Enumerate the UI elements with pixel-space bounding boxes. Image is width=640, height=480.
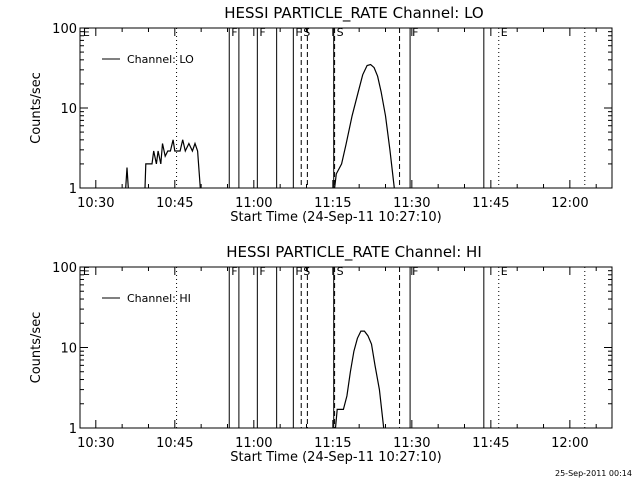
flag-label: F <box>231 26 237 39</box>
series-line <box>144 139 201 189</box>
x-axis-label: Start Time (24-Sep-11 10:27:10) <box>230 450 441 465</box>
y-tick-label: 100 <box>52 261 77 276</box>
flag-label: F <box>412 26 418 39</box>
flag-label: S <box>337 265 344 278</box>
x-tick-label: 11:45 <box>472 196 509 211</box>
series-line <box>334 63 395 189</box>
series-line <box>125 167 129 189</box>
plot-frame <box>79 27 613 189</box>
legend-label: Channel: LO <box>127 53 194 66</box>
x-tick-label: 10:45 <box>156 196 193 211</box>
y-tick-label: 10 <box>60 102 77 117</box>
y-tick-label: 1 <box>69 182 77 197</box>
flag-label: F <box>412 265 418 278</box>
flag-label: F <box>259 265 265 278</box>
flag-label: S <box>303 265 310 278</box>
timestamp-footer: 25-Sep-2011 00:14 <box>555 469 632 478</box>
y-tick-label: 100 <box>52 22 77 37</box>
panel-channel-hi: HESSI PARTICLE_RATE Channel: HIE F F F S S F E1… <box>29 243 613 465</box>
chart-title: HESSI PARTICLE_RATE Channel: HI <box>226 243 482 262</box>
flag-label: S <box>337 26 344 39</box>
x-tick-label: 11:00 <box>235 436 272 451</box>
flag-label: E <box>83 265 90 278</box>
series-line <box>334 330 385 429</box>
chart-title: HESSI PARTICLE_RATE Channel: LO <box>224 4 483 23</box>
panel-channel-lo: HESSI PARTICLE_RATE Channel: LOE F F F S S F E1… <box>29 4 613 225</box>
flag-label: F <box>231 265 237 278</box>
flag-label: S <box>303 26 310 39</box>
x-tick-label: 12:00 <box>551 196 588 211</box>
flag-label: F <box>295 265 301 278</box>
flag-label: F <box>295 26 301 39</box>
legend-label: Channel: HI <box>127 292 191 305</box>
x-tick-label: 10:45 <box>156 436 193 451</box>
x-axis-label: Start Time (24-Sep-11 10:27:10) <box>230 210 441 225</box>
y-tick-label: 1 <box>69 422 77 437</box>
y-tick-label: 10 <box>60 342 77 357</box>
y-axis-label: Counts/sec <box>29 72 44 144</box>
x-tick-label: 11:45 <box>472 436 509 451</box>
x-tick-label: 11:15 <box>314 436 351 451</box>
x-tick-label: 11:00 <box>235 196 272 211</box>
flag-label: F <box>259 26 265 39</box>
x-tick-label: 10:30 <box>77 436 114 451</box>
flag-label: E <box>83 26 90 39</box>
x-tick-label: 10:30 <box>77 196 114 211</box>
x-tick-label: 12:00 <box>551 436 588 451</box>
y-axis-label: Counts/sec <box>29 312 44 384</box>
x-tick-label: 11:30 <box>393 196 430 211</box>
flag-label: E <box>501 26 508 39</box>
x-tick-label: 11:15 <box>314 196 351 211</box>
x-tick-label: 11:30 <box>393 436 430 451</box>
flag-label: E <box>501 265 508 278</box>
